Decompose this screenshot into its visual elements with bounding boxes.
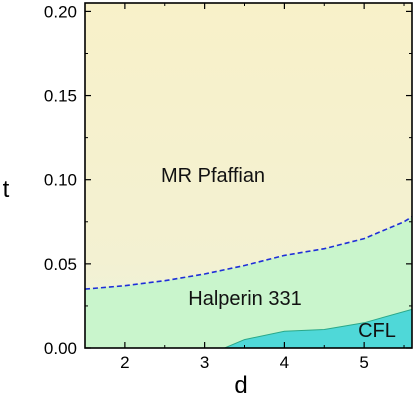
plot-frame — [84, 2, 413, 349]
y-axis-label: t — [3, 176, 10, 203]
axis-tick-labels: 2 3 4 5 0.00 0.05 0.10 0.15 0.20 — [44, 2, 369, 372]
x-tick-label: 3 — [200, 353, 209, 372]
x-tick-label: 2 — [120, 353, 129, 372]
phase-regions — [85, 216, 412, 348]
boundary-pfaffian-halperin — [85, 216, 412, 290]
x-tick-label: 4 — [280, 353, 289, 372]
phase-boundaries — [85, 216, 412, 348]
x-axis-label: d — [234, 372, 247, 399]
region-label-mr-pfaffian: MR Pfaffian — [161, 165, 265, 187]
region-label-cfl: CFL — [358, 320, 396, 342]
y-tick-label: 0.05 — [44, 255, 77, 274]
boundary-halperin-cfl — [224, 308, 412, 348]
region-halperin-331 — [85, 216, 412, 348]
y-tick-label: 0.20 — [44, 2, 77, 21]
y-tick-label: 0.15 — [44, 87, 77, 106]
region-label-halperin-331: Halperin 331 — [188, 288, 301, 310]
y-tick-label: 0.10 — [44, 171, 77, 190]
region-cfl — [224, 309, 412, 348]
x-tick-label: 5 — [359, 353, 368, 372]
y-tick-label: 0.00 — [44, 339, 77, 358]
